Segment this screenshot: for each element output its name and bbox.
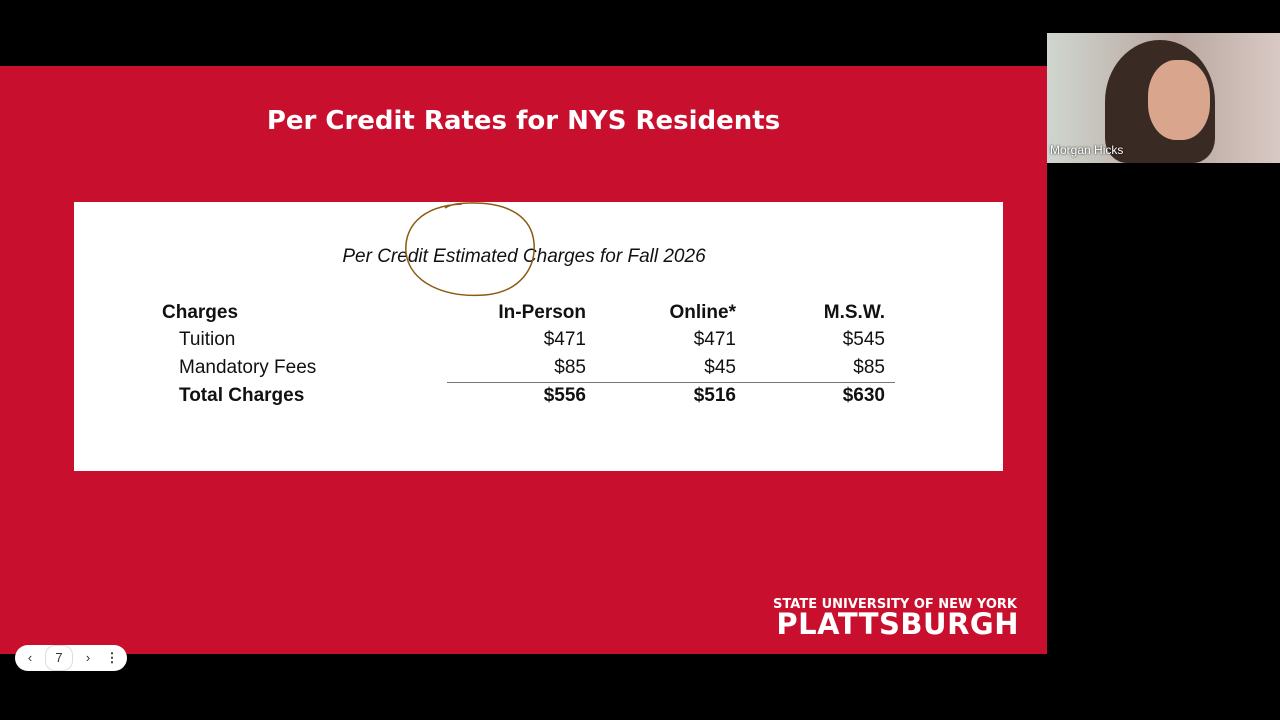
table-cell: $516 — [693, 385, 736, 406]
logo-line: STATE UNIVERSITY OF NEW YORK — [773, 597, 1017, 612]
logo-wordmark: PLATTSBURGH — [776, 607, 1019, 641]
table-caption: Per Credit Estimated Charges for Fall 20… — [342, 246, 706, 267]
total-rule — [447, 382, 895, 383]
table-cell: $45 — [704, 357, 736, 378]
column-header: Charges — [162, 302, 239, 323]
column-header: M.S.W. — [823, 302, 885, 323]
table-cell: $85 — [853, 357, 885, 378]
participant-name: Morgan Hicks — [1050, 143, 1124, 157]
table-cell: $545 — [842, 329, 885, 350]
column-header: Online* — [669, 302, 736, 323]
table-cell: $85 — [554, 357, 586, 378]
table-cell: $630 — [842, 385, 885, 406]
prev-button[interactable]: ‹ — [27, 650, 33, 665]
menu-button[interactable]: ⋮ — [105, 650, 119, 665]
slide-toolbar: ‹ 7 › ⋮ — [15, 645, 127, 671]
row-label: Mandatory Fees — [179, 357, 317, 378]
slide: Per Credit Rates for NYS Residents Per C… — [0, 66, 1047, 654]
row-label: Tuition — [179, 329, 236, 350]
annotation — [405, 202, 535, 297]
next-button[interactable]: › — [85, 650, 91, 665]
table-cell: $471 — [543, 329, 586, 350]
participant-face — [1148, 60, 1210, 140]
row-label: Total Charges — [179, 385, 305, 406]
slide-title: Per Credit Rates for NYS Residents — [266, 106, 781, 136]
column-header: In-Person — [498, 302, 586, 323]
page-number[interactable]: 7 — [45, 645, 73, 671]
table-cell: $556 — [543, 385, 586, 406]
table-cell: $471 — [693, 329, 736, 350]
table-image: Per Credit Estimated Charges for Fall 20… — [74, 202, 1003, 471]
